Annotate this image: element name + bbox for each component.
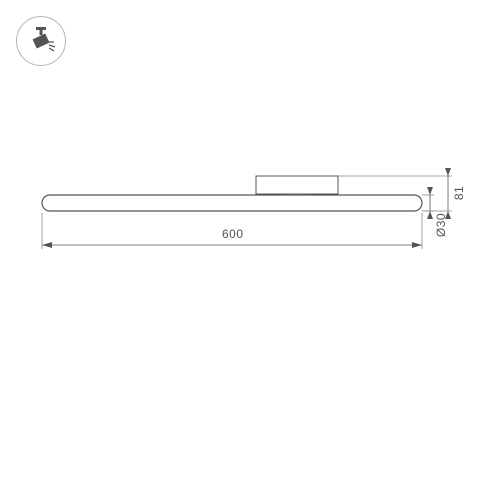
drawing-canvas: 600 81 Ø30 [0, 0, 500, 500]
dim-600-label: 600 [222, 227, 244, 241]
luminaire-bar [42, 195, 422, 211]
dim-81-label: 81 [452, 186, 466, 200]
dim-diam30 [422, 187, 434, 219]
dim-diam30-label: Ø30 [434, 213, 448, 237]
track-mount [256, 176, 338, 194]
technical-drawing-svg [0, 0, 500, 500]
